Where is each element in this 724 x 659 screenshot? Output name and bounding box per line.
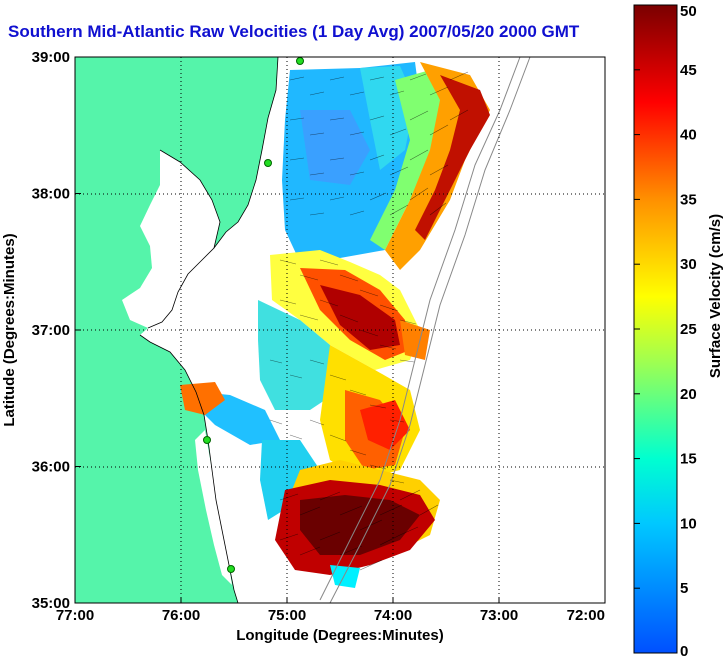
colorbar-tick-label: 40 — [680, 127, 697, 144]
bathymetry-contours — [319, 57, 531, 603]
colorbar-tick-label: 20 — [680, 386, 697, 403]
station-marker — [296, 57, 304, 65]
colorbar-tick-label: 50 — [680, 3, 697, 20]
y-tick-label: 37:00 — [32, 322, 70, 339]
x-tick-label: 73:00 — [480, 607, 518, 624]
station-marker — [203, 436, 211, 444]
y-axis-label: Latitude (Degrees:Minutes) — [1, 233, 18, 426]
x-tick-label: 77:00 — [56, 607, 94, 624]
radar-stations — [203, 57, 304, 573]
y-tick-label: 38:00 — [32, 186, 70, 203]
colorbar-ticks: 0 5 10 15 20 25 30 35 40 45 50 — [634, 3, 697, 659]
y-axis: 39:00 38:00 37:00 36:00 35:00 — [32, 49, 81, 612]
x-tick-label: 76:00 — [162, 607, 200, 624]
colorbar-tick-label: 5 — [680, 580, 688, 597]
colorbar-label: Surface Velocity (cm/s) — [707, 214, 724, 378]
x-tick-label: 72:00 — [567, 607, 605, 624]
colorbar-tick-label: 25 — [680, 321, 697, 338]
grid-lines — [75, 57, 605, 603]
map-title: Southern Mid-Atlantic Raw Velocities (1 … — [8, 22, 580, 41]
colorbar-tick-label: 10 — [680, 515, 697, 532]
y-tick-label: 39:00 — [32, 49, 70, 66]
velocity-arrows — [269, 71, 469, 571]
colorbar-tick-label: 15 — [680, 451, 697, 468]
x-axis: 77:00 76:00 75:00 74:00 73:00 72:00 — [56, 597, 606, 624]
colorbar — [633, 4, 678, 654]
y-tick-label: 36:00 — [32, 459, 70, 476]
station-marker — [227, 565, 235, 573]
velocity-field — [180, 62, 490, 588]
colorbar-tick-label: 35 — [680, 191, 697, 208]
sound-water — [195, 430, 232, 585]
colorbar-tick-label: 0 — [680, 643, 688, 659]
x-axis-label: Longitude (Degrees:Minutes) — [236, 627, 444, 644]
station-marker — [264, 159, 272, 167]
x-tick-label: 74:00 — [374, 607, 412, 624]
colorbar-tick-label: 45 — [680, 62, 697, 79]
y-tick-label: 35:00 — [32, 595, 70, 612]
x-tick-label: 75:00 — [268, 607, 306, 624]
colorbar-tick-label: 30 — [680, 256, 697, 273]
